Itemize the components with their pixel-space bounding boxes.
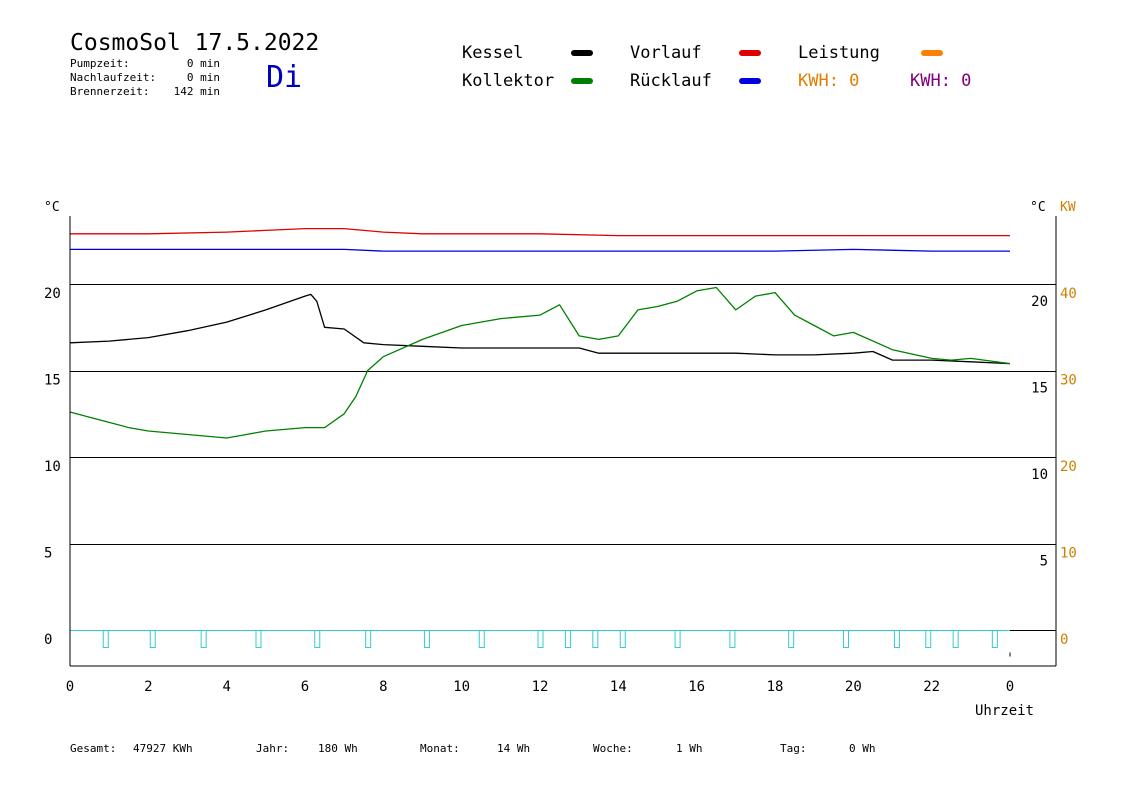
left-unit-label: °C	[44, 200, 60, 215]
series-rcklauf-line	[70, 248, 1010, 252]
pump-pulse	[893, 630, 900, 648]
pump-pulse	[537, 630, 544, 648]
x-tick-label: 22	[923, 679, 940, 695]
legend-label-kollektor: Kollektor	[462, 71, 555, 91]
kw-unit-label: KW	[1060, 200, 1076, 215]
grid	[70, 284, 1056, 631]
kw-tick-label: 0	[1060, 632, 1068, 648]
legend-swatch-kollektor	[571, 78, 593, 84]
pump-pulse	[788, 630, 795, 648]
x-tick-label: 14	[610, 679, 627, 695]
footer-gesamt-label: Gesamt:	[70, 742, 117, 755]
x-tick-label: 16	[688, 679, 705, 695]
legend: Kessel Kollektor Vorlauf Rücklauf Leistu…	[0, 0, 1148, 100]
legend-label-ruecklauf: Rücklauf	[630, 71, 712, 91]
y-tick-label: 10	[44, 459, 61, 475]
footer-gesamt-value: 47927 KWh	[133, 742, 193, 755]
legend-label-vorlauf: Vorlauf	[630, 43, 702, 63]
x-tick-label: 10	[453, 679, 470, 695]
legend-label-kessel: Kessel	[462, 43, 524, 63]
x-tick-label: 8	[379, 679, 387, 695]
x-tick-label: 20	[845, 679, 862, 695]
axes: 20 15 10 5 0 20 15 10 5 40 30 20 10 0 °C °C KW 0 2 4 6 8 10 12 1…	[44, 200, 1077, 719]
legend-swatch-leistung	[921, 50, 943, 56]
footer-monat-label: Monat:	[420, 742, 460, 755]
footer-woche-label: Woche:	[593, 742, 633, 755]
pump-pulses	[102, 630, 1011, 657]
y-tick-label: 20	[44, 286, 61, 302]
pump-pulse	[619, 630, 626, 648]
chart-title: CosmoSol 17.5.2022	[70, 30, 320, 56]
footer-tag-label: Tag:	[780, 742, 807, 755]
legend-swatch-ruecklauf	[739, 78, 761, 84]
footer-monat-value: 14 Wh	[497, 742, 531, 755]
right-tick-label: 10	[1031, 467, 1048, 483]
pump-pulse	[674, 630, 681, 648]
right-tick-label: 15	[1031, 381, 1048, 397]
x-tick-label: 4	[222, 679, 230, 695]
stat-label: Pumpzeit:	[70, 57, 130, 70]
y-tick-label: 15	[44, 373, 61, 389]
x-tick-label: 0	[1006, 679, 1014, 695]
pump-pulse	[149, 630, 156, 648]
stat-value: 0 min	[186, 71, 220, 84]
stats-block: Pumpzeit: 0 min Nachlaufzeit: 0 min Bren…	[70, 57, 220, 99]
pump-pulse	[200, 630, 207, 648]
pump-pulse	[423, 630, 430, 648]
series-vorlauf-line	[70, 227, 1010, 237]
right-tick-label: 20	[1031, 294, 1048, 310]
pump-pulse	[952, 630, 959, 648]
x-tick-label: 6	[301, 679, 309, 695]
legend-swatch-kessel	[571, 50, 593, 56]
stat-label: Brennerzeit:	[70, 85, 150, 98]
stat-value: 0 min	[186, 57, 220, 70]
y-tick-label: 0	[44, 632, 52, 648]
right-unit-label: °C	[1030, 200, 1046, 215]
pump-pulse	[478, 630, 485, 648]
pump-pulse	[255, 630, 262, 648]
footer-woche-value: 1 Wh	[676, 742, 703, 755]
x-tick-label: 0	[66, 679, 74, 695]
footer-tag-value: 0 Wh	[849, 742, 876, 755]
stat-row: Brennerzeit: 142 min	[70, 85, 220, 99]
footer-jahr-label: Jahr:	[256, 742, 290, 755]
series-kollektor-line	[69, 286, 1011, 439]
kw-tick-label: 10	[1060, 546, 1077, 562]
pump-pulse	[592, 630, 599, 648]
series-kessel-line	[69, 293, 1011, 365]
x-tick-label: 12	[532, 679, 549, 695]
kwh-orange: KWH: 0	[798, 71, 860, 91]
stat-row: Pumpzeit: 0 min	[70, 57, 220, 71]
kw-tick-label: 20	[1060, 459, 1077, 475]
pump-pulse	[102, 630, 109, 648]
x-tick-label: 18	[767, 679, 784, 695]
footer-jahr-value: 180 Wh	[318, 742, 358, 755]
day-indicator: Di	[266, 60, 303, 95]
y-tick-label: 5	[44, 546, 52, 562]
right-tick-label: 5	[1040, 554, 1048, 570]
series	[69, 227, 1011, 439]
pump-pulse	[843, 630, 849, 648]
legend-swatch-vorlauf	[739, 50, 761, 56]
kwh-purple: KWH: 0	[910, 71, 972, 91]
stat-value: 142 min	[173, 85, 220, 98]
pump-pulse	[314, 630, 321, 648]
x-tick-label: 2	[144, 679, 152, 695]
kw-tick-label: 30	[1060, 373, 1077, 389]
pump-pulse	[925, 630, 932, 648]
pump-pulse	[729, 630, 736, 648]
stat-row: Nachlaufzeit: 0 min	[70, 71, 220, 85]
kw-tick-label: 40	[1060, 286, 1077, 302]
legend-label-leistung: Leistung	[798, 43, 880, 63]
pump-pulse	[991, 630, 998, 648]
pump-pulse	[365, 630, 372, 648]
x-axis-label: Uhrzeit	[975, 703, 1034, 719]
pump-pulse	[564, 630, 571, 648]
stat-label: Nachlaufzeit:	[70, 71, 157, 84]
